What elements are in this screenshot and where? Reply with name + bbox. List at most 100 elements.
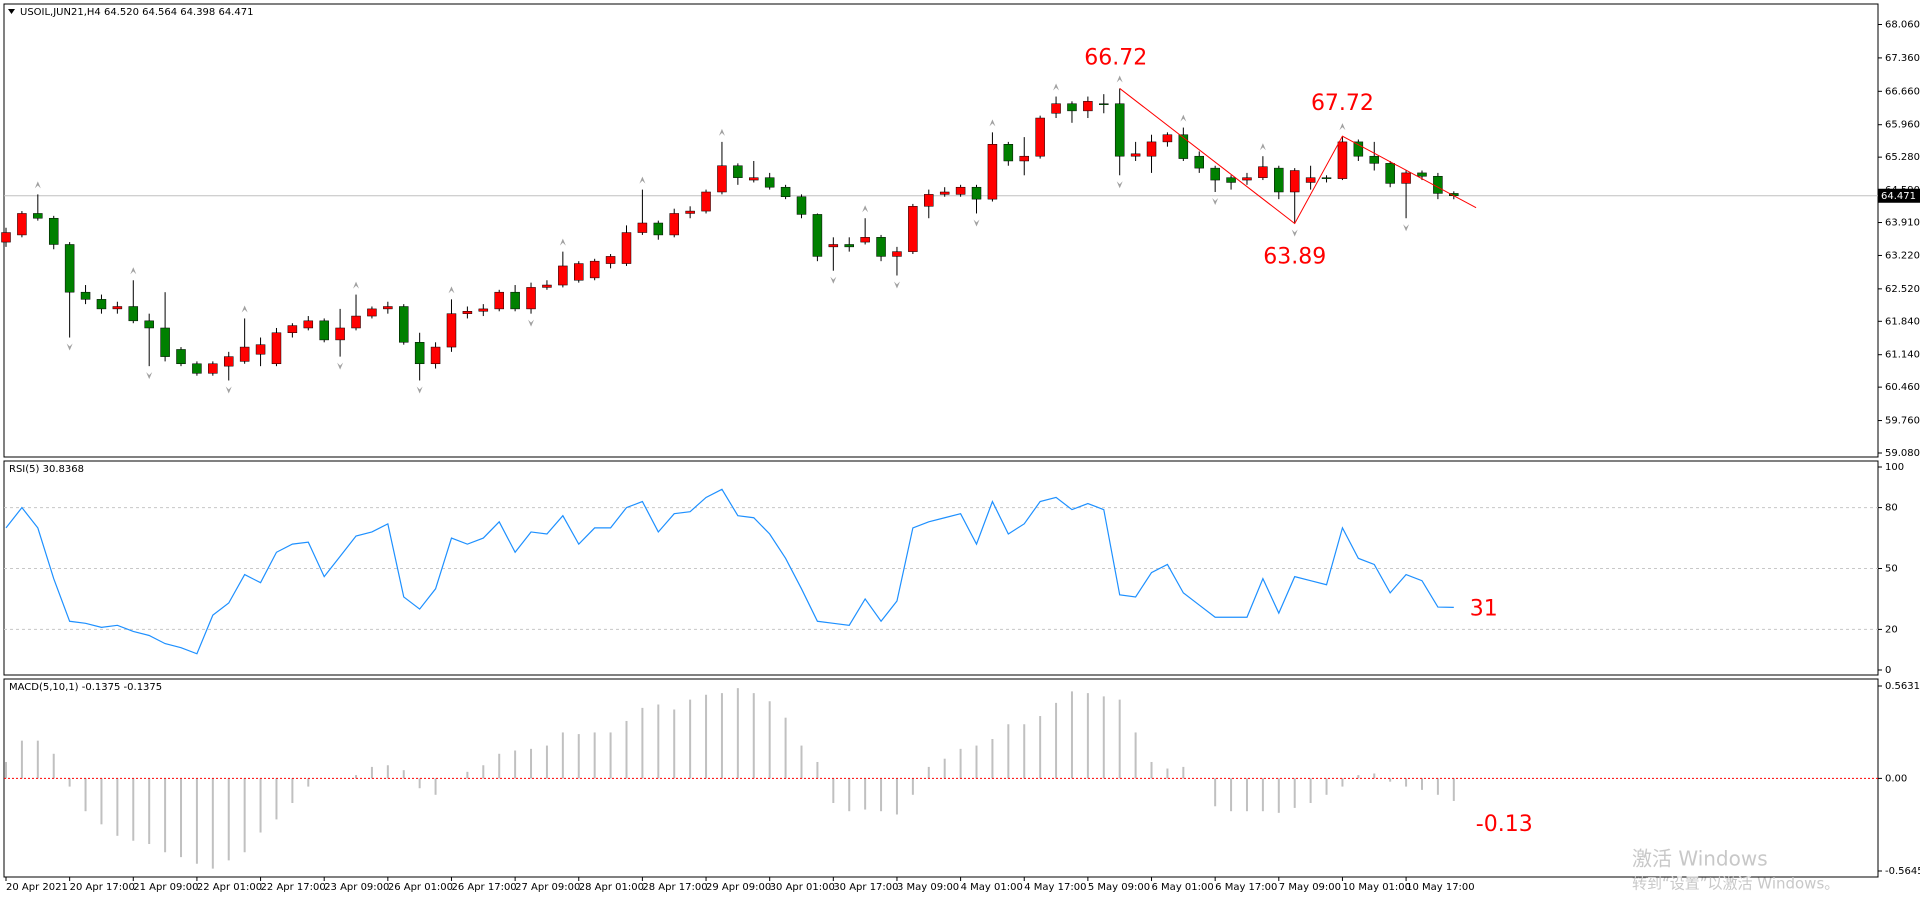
candle-body (1258, 166, 1268, 178)
y-tick-label: 0.00 (1885, 773, 1907, 784)
candle-body (1369, 155, 1380, 164)
x-tick-label: 23 Apr 09:00 (324, 882, 389, 893)
x-tick-label: 4 May 17:00 (1024, 882, 1086, 893)
fractal-down (1403, 224, 1410, 232)
candle-body (764, 177, 775, 188)
candle-body (48, 217, 59, 245)
candle-body (208, 363, 218, 374)
candle-body (749, 177, 759, 181)
annotation: 66.72 (1084, 45, 1147, 70)
candle-body (1035, 117, 1045, 157)
candle-body (367, 308, 377, 317)
fractal-up (353, 281, 360, 289)
zigzag (1119, 88, 1477, 225)
x-tick-label: 3 May 09:00 (897, 882, 959, 893)
y-tick-label: 65.280 (1885, 152, 1920, 163)
candle-body (239, 346, 250, 362)
candle-body (462, 311, 473, 314)
candle-body (1130, 153, 1141, 157)
fractal-down (528, 319, 535, 327)
y-tick-label: 66.660 (1885, 86, 1920, 97)
candle-body (733, 165, 743, 178)
candle-body (1289, 170, 1300, 193)
candle-body (319, 320, 329, 341)
candle-body (1194, 155, 1204, 169)
y-tick-label: 67.360 (1885, 53, 1920, 64)
candle-body (669, 213, 679, 236)
candle-body (605, 256, 616, 264)
fractal-up (34, 181, 41, 189)
y-tick-label: 50 (1885, 564, 1898, 575)
x-tick-label: 27 Apr 09:00 (515, 882, 580, 893)
candle-body (574, 263, 584, 281)
fractal-down (225, 386, 232, 394)
x-tick-label: 20 Apr 17:00 (70, 882, 135, 893)
y-tick-label: 0.5631 (1885, 681, 1920, 692)
x-tick-label: 29 Apr 09:00 (706, 882, 771, 893)
x-tick-label: 30 Apr 01:00 (770, 882, 835, 893)
candle-body (1321, 177, 1332, 179)
y-tick-label: -0.5645 (1885, 866, 1920, 877)
candle-body (1337, 141, 1348, 179)
candle-body (892, 251, 902, 257)
x-tick-label: 20 Apr 2021 (6, 882, 68, 893)
candle-body (160, 327, 170, 357)
candle-body (192, 363, 202, 374)
fractal-down (1116, 181, 1123, 189)
candle-body (1019, 155, 1029, 162)
candle-body (1401, 172, 1411, 184)
y-tick-label: 61.840 (1885, 316, 1920, 327)
x-tick-label: 10 May 01:00 (1342, 882, 1411, 893)
current-price-box (1878, 188, 1920, 203)
candle-body (1162, 134, 1173, 143)
menu-arrow (8, 9, 15, 14)
candle-body (621, 232, 632, 264)
candle-body (399, 306, 409, 343)
x-tick-label: 5 May 09:00 (1088, 882, 1150, 893)
candle-body (1003, 144, 1014, 162)
x-tick-label: 30 Apr 17:00 (833, 882, 898, 893)
y-tick-label: 60.460 (1885, 382, 1920, 393)
candle-body (924, 194, 934, 207)
y-tick-label: 59.080 (1885, 448, 1920, 459)
candle-body (1417, 172, 1427, 177)
x-tick-label: 22 Apr 01:00 (197, 882, 262, 893)
candle-body (510, 291, 520, 310)
candle-body (701, 191, 711, 212)
fractal-up (241, 305, 248, 313)
candle-body (255, 344, 266, 355)
candle-body (971, 186, 982, 200)
candle-body (637, 222, 648, 233)
candle-body (478, 308, 489, 312)
x-tick-label: 26 Apr 01:00 (388, 882, 453, 893)
price-pane (3, 3, 1879, 458)
candle-body (1, 232, 11, 243)
chart-title: USOIL,JUN21,H4 64.520 64.564 64.398 64.4… (20, 7, 253, 18)
candle-body (112, 306, 123, 310)
fractal-down (337, 362, 344, 370)
candle-body (1067, 103, 1077, 112)
fractal-up (130, 267, 137, 275)
rsi-line (5, 488, 1454, 655)
annotation: 31 (1470, 596, 1498, 621)
y-tick-label: 63.910 (1885, 218, 1920, 229)
candle-body (144, 320, 154, 329)
fractal-up (1259, 143, 1266, 151)
candle-body (796, 196, 807, 215)
candle-body (780, 186, 791, 198)
candle-body (1305, 177, 1316, 183)
candle-body (430, 346, 441, 365)
fractal-up (1180, 114, 1187, 122)
candle-body (939, 191, 950, 195)
fractal-down (893, 281, 900, 289)
fractal-down (66, 343, 73, 351)
y-tick-label: 62.520 (1885, 284, 1920, 295)
candle-body (1210, 167, 1220, 181)
candle-body (128, 306, 139, 322)
fractal-up (1339, 123, 1346, 131)
y-tick-label: 100 (1885, 462, 1904, 473)
rsi-title: RSI(5) 30.8368 (9, 464, 84, 475)
candle-body (812, 214, 823, 257)
x-tick-label: 6 May 01:00 (1152, 882, 1214, 893)
